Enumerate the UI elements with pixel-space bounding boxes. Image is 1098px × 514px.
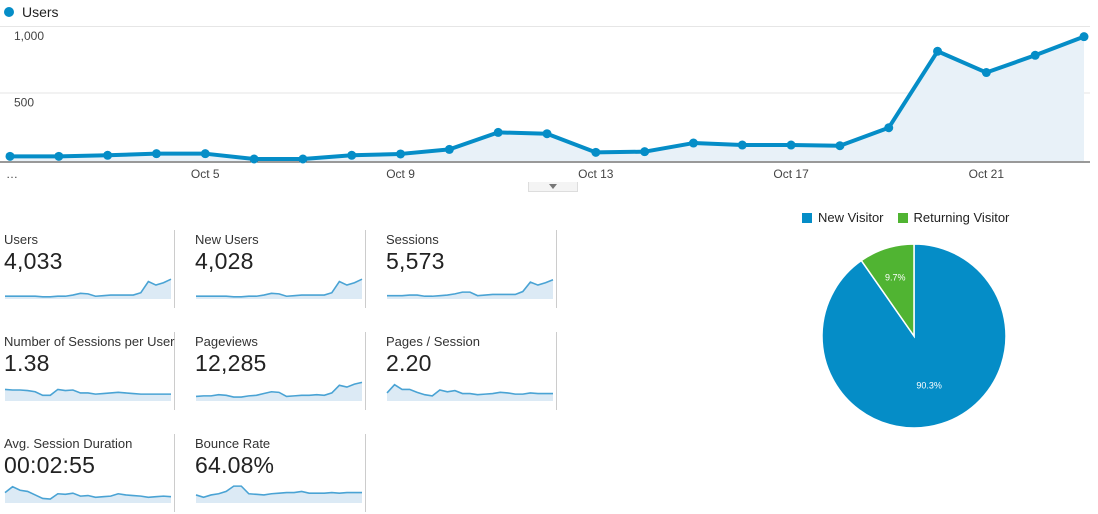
new-visitor-swatch — [802, 212, 812, 223]
metric-sparkline — [195, 381, 363, 401]
returning-visitor-swatch — [897, 212, 908, 223]
x-tick-label: Oct 13 — [578, 167, 614, 181]
data-point[interactable] — [737, 140, 747, 150]
x-tick-label: Oct 9 — [386, 167, 415, 181]
data-point[interactable] — [444, 144, 454, 154]
sparkline-line — [195, 485, 362, 499]
y-tick-label: 1,000 — [14, 29, 44, 43]
metric-sparkline — [387, 279, 554, 299]
data-point[interactable] — [835, 141, 845, 151]
pie-legend-item-new[interactable]: New Visitor — [802, 210, 884, 225]
metric-tile[interactable]: Users 4,033 — [0, 230, 175, 308]
metric-sparkline — [4, 485, 172, 503]
metric-sparkline — [4, 388, 171, 401]
metric-label: Pages / Session — [386, 334, 480, 349]
data-point[interactable] — [688, 138, 698, 148]
pie-slice-label: 9.7% — [885, 272, 906, 282]
sparkline-line — [196, 278, 363, 298]
metric-value: 4,028 — [195, 248, 254, 274]
x-tick-label: … — [6, 167, 18, 181]
sparkline-line — [4, 388, 171, 397]
data-point[interactable] — [1079, 32, 1089, 42]
sparkline-line — [195, 381, 363, 398]
metric-label: Pageviews — [195, 334, 258, 349]
sparkline-fill — [196, 382, 362, 401]
metric-value: 64.08% — [195, 452, 275, 478]
chevron-down-icon — [549, 184, 557, 189]
sparkline-fill — [387, 279, 553, 299]
metric-value: 5,573 — [386, 248, 445, 274]
pie-legend-item-returning[interactable]: Returning Visitor — [897, 210, 1010, 225]
metric-value: 1.38 — [4, 350, 50, 376]
pie-legend: New Visitor Returning Visitor — [802, 210, 1009, 225]
metric-tile[interactable]: Pageviews 12,285 — [191, 332, 366, 410]
sparkline-fill — [5, 389, 171, 401]
pie-slice-new-visitor[interactable] — [821, 243, 1007, 429]
data-point[interactable] — [347, 150, 357, 160]
metric-tile[interactable]: Sessions 5,573 — [382, 230, 557, 308]
data-point[interactable] — [493, 127, 503, 137]
metric-tile[interactable]: Pages / Session 2.20 — [382, 332, 557, 410]
metric-tile[interactable]: New Users 4,028 — [191, 230, 366, 308]
data-point[interactable] — [884, 123, 894, 133]
sparkline-line — [5, 278, 172, 298]
data-point[interactable] — [542, 129, 552, 139]
metric-label: Bounce Rate — [195, 436, 271, 451]
metric-value: 2.20 — [386, 350, 432, 376]
metric-value: 00:02:55 — [4, 452, 96, 478]
collapse-chart-button[interactable] — [528, 182, 578, 192]
metric-value: 12,285 — [195, 350, 267, 376]
metric-tile[interactable]: Number of Sessions per User 1.38 — [0, 332, 175, 410]
metric-label: Users — [4, 232, 38, 247]
metric-sparkline — [195, 485, 362, 503]
metric-sparkline — [196, 278, 363, 299]
x-tick-label: Oct 5 — [191, 167, 220, 181]
metric-value: 4,033 — [4, 248, 63, 274]
data-point[interactable] — [298, 154, 308, 164]
pie-legend-label: New Visitor — [818, 210, 884, 225]
pie-slice-returning-visitor[interactable] — [860, 243, 915, 339]
metric-tile[interactable]: Avg. Session Duration 00:02:55 — [0, 434, 175, 512]
metric-tile[interactable]: Bounce Rate 64.08% — [191, 434, 366, 512]
metric-label: Number of Sessions per User — [4, 334, 175, 349]
x-tick-label: Oct 21 — [969, 167, 1005, 181]
metric-label: Sessions — [386, 232, 439, 247]
sparkline-fill — [196, 486, 362, 503]
sparkline-line — [4, 485, 172, 500]
chart-legend[interactable]: Users — [4, 4, 59, 20]
sparkline-line — [387, 279, 554, 298]
pie-legend-label: Returning Visitor — [913, 210, 1010, 225]
visitor-type-pie-chart[interactable]: 90.3% 9.7% — [818, 240, 1010, 432]
data-point[interactable] — [249, 154, 259, 164]
series-dot-icon — [4, 7, 14, 17]
sparkline-fill — [387, 384, 553, 401]
data-point[interactable] — [200, 149, 210, 159]
metric-label: Avg. Session Duration — [4, 436, 133, 451]
data-point[interactable] — [151, 149, 161, 159]
x-tick-label: Oct 17 — [773, 167, 809, 181]
data-point[interactable] — [5, 151, 15, 161]
pie-slice-label: 90.3% — [916, 380, 942, 390]
y-tick-label: 500 — [14, 96, 34, 110]
data-point[interactable] — [640, 147, 650, 157]
data-point[interactable] — [981, 68, 991, 78]
data-point[interactable] — [54, 151, 64, 161]
data-point[interactable] — [103, 150, 113, 160]
metric-label: New Users — [195, 232, 259, 247]
data-point[interactable] — [396, 149, 406, 159]
data-point[interactable] — [591, 147, 601, 157]
data-point[interactable] — [1030, 50, 1040, 60]
sparkline-line — [386, 383, 553, 397]
data-point[interactable] — [786, 140, 796, 150]
metric-sparkline — [5, 278, 172, 299]
users-area-fill — [10, 36, 1084, 161]
metric-sparkline — [386, 383, 553, 401]
users-line-chart[interactable]: 1,000 500 … Oct 5 Oct 9 Oct 13 Oct 17 Oct 21 — [0, 22, 1098, 192]
legend-series-label: Users — [22, 4, 59, 20]
data-point[interactable] — [933, 46, 943, 56]
